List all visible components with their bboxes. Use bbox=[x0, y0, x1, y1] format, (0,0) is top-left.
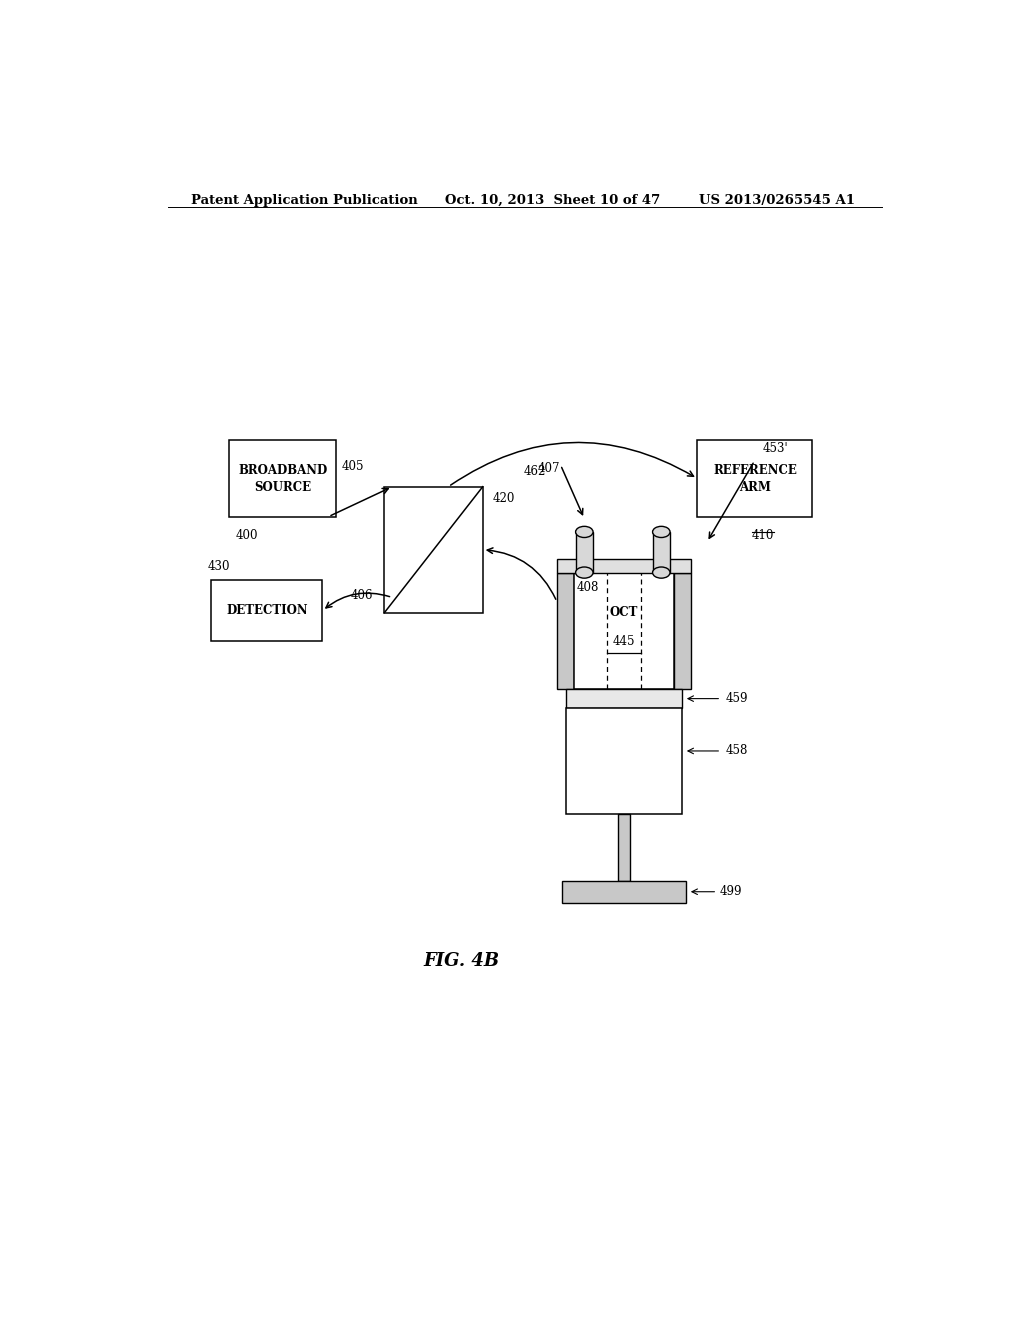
Text: 400: 400 bbox=[236, 529, 258, 543]
Bar bbox=[574, 573, 674, 689]
Ellipse shape bbox=[652, 527, 670, 537]
Text: 410: 410 bbox=[752, 529, 774, 543]
Bar bbox=[566, 689, 682, 708]
Text: 462: 462 bbox=[524, 466, 546, 478]
Ellipse shape bbox=[575, 568, 593, 578]
FancyArrowPatch shape bbox=[331, 488, 388, 516]
Bar bbox=[384, 487, 482, 612]
Text: 459: 459 bbox=[725, 692, 748, 705]
Text: DETECTION: DETECTION bbox=[226, 605, 307, 618]
Ellipse shape bbox=[575, 527, 593, 537]
Bar bbox=[562, 880, 685, 903]
Bar bbox=[229, 441, 336, 516]
FancyArrowPatch shape bbox=[487, 548, 556, 599]
FancyArrowPatch shape bbox=[710, 463, 753, 539]
Bar bbox=[557, 560, 691, 573]
Text: FIG. 4B: FIG. 4B bbox=[423, 952, 500, 970]
Bar bbox=[697, 441, 812, 516]
Bar bbox=[575, 532, 593, 573]
Bar bbox=[566, 708, 682, 814]
Bar bbox=[557, 573, 574, 689]
Text: 406: 406 bbox=[351, 589, 374, 602]
Text: US 2013/0265545 A1: US 2013/0265545 A1 bbox=[699, 194, 855, 207]
Text: 420: 420 bbox=[493, 492, 515, 504]
FancyArrowPatch shape bbox=[451, 442, 693, 486]
Text: 430: 430 bbox=[208, 560, 230, 573]
Text: 499: 499 bbox=[720, 886, 742, 898]
Text: 405: 405 bbox=[342, 459, 365, 473]
Bar bbox=[211, 581, 323, 642]
Text: Patent Application Publication: Patent Application Publication bbox=[191, 194, 418, 207]
Text: REFERENCE
ARM: REFERENCE ARM bbox=[713, 463, 797, 494]
Text: 453': 453' bbox=[763, 442, 788, 455]
Ellipse shape bbox=[652, 568, 670, 578]
Bar bbox=[674, 573, 691, 689]
Text: OCT: OCT bbox=[610, 606, 638, 619]
Text: 408: 408 bbox=[577, 581, 599, 594]
FancyArrowPatch shape bbox=[561, 467, 583, 515]
Text: Oct. 10, 2013  Sheet 10 of 47: Oct. 10, 2013 Sheet 10 of 47 bbox=[445, 194, 660, 207]
Bar bbox=[652, 532, 670, 573]
Text: 458: 458 bbox=[725, 744, 748, 758]
Text: BROADBAND
SOURCE: BROADBAND SOURCE bbox=[239, 463, 328, 494]
Text: 445: 445 bbox=[612, 635, 635, 648]
FancyArrowPatch shape bbox=[326, 593, 389, 609]
Text: 407: 407 bbox=[538, 462, 560, 475]
Bar bbox=[617, 814, 631, 880]
